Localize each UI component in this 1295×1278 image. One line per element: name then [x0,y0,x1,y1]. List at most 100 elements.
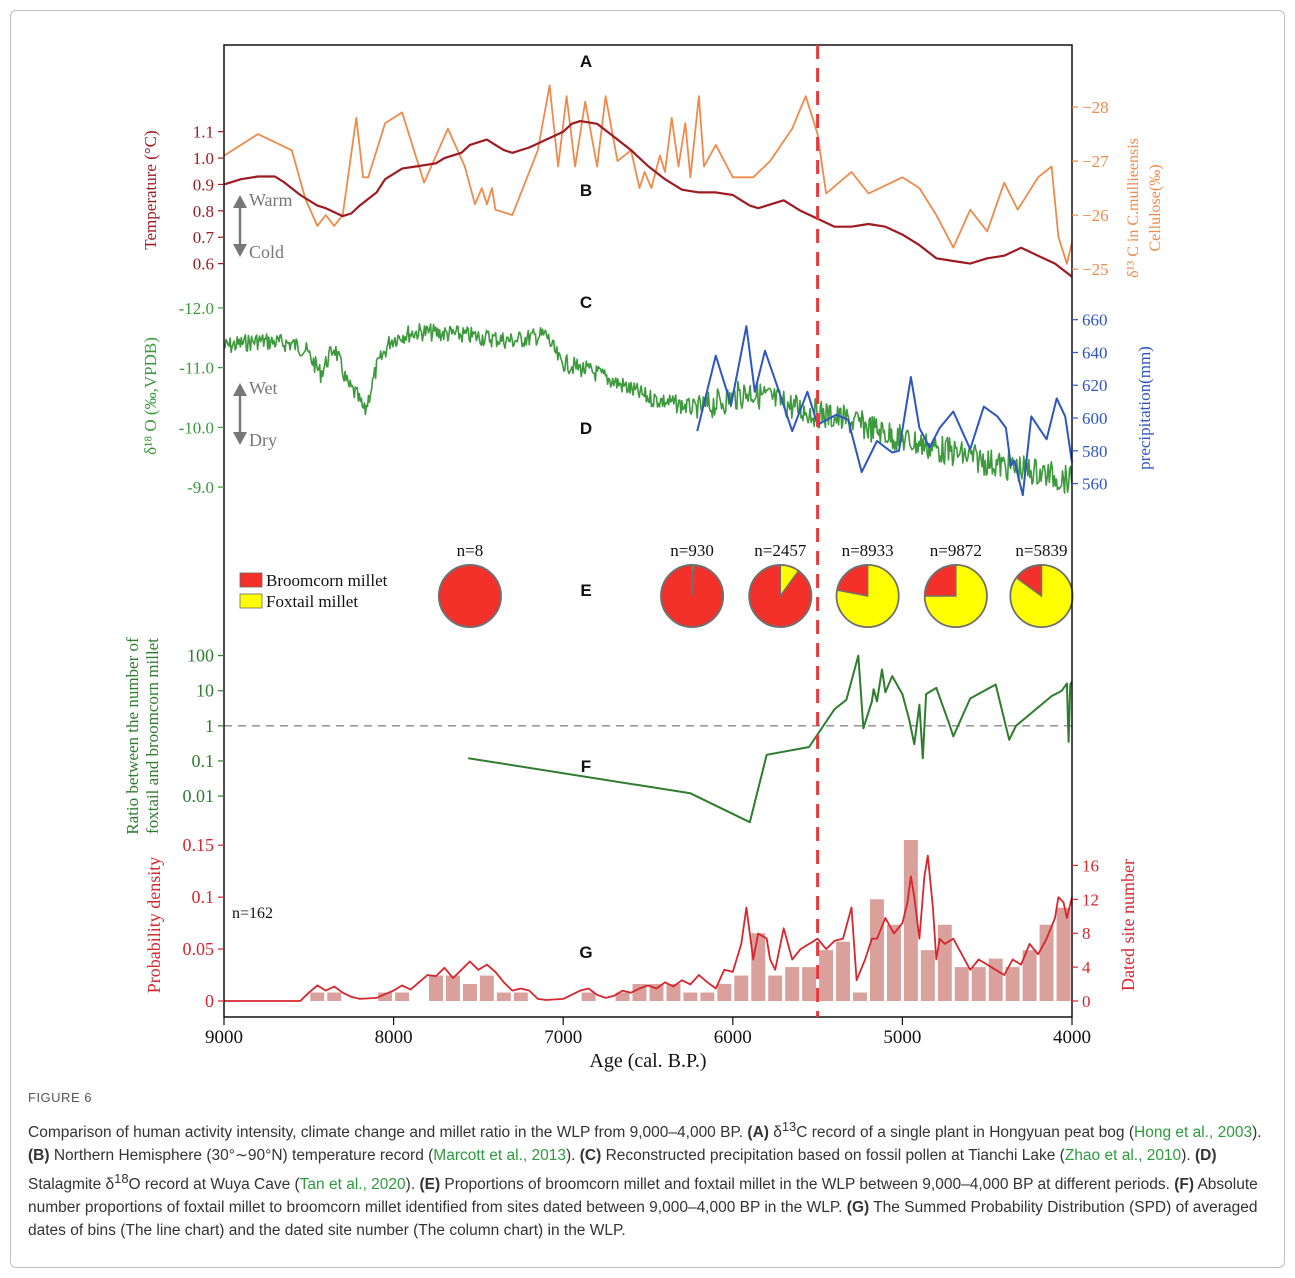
bar-38 [1039,924,1054,1001]
axis-b-tick-label: 1.0 [193,149,214,168]
axis-d-tick-label: -12.0 [179,299,214,318]
axis-b-tick-label: 1.1 [193,123,214,142]
bar-17 [683,992,698,1001]
bar-29 [886,924,901,1001]
caption-segment: (D) [1194,1147,1217,1165]
series-precip [696,325,1073,497]
caption-segment: (F) [1174,1176,1195,1194]
axis-f-tick-label: 1 [205,716,214,736]
bar-24 [802,967,817,1001]
caption-segment: Comparison of human activity intensity, … [28,1124,748,1142]
axis-d-tick-label: -11.0 [179,359,214,378]
caption-segment: O record at Wuya Cave ( [128,1176,300,1194]
x-tick-label: 8000 [375,1027,413,1048]
axis-c-tick-label: 580 [1082,442,1108,461]
bar-0 [310,992,325,1001]
series-spd [224,854,1073,1002]
axis-g-left-tick-label: 0 [205,991,214,1011]
axis-g-right-tick-label: 16 [1082,856,1099,875]
caption-segment: Reconstructed precipitation based on fos… [601,1147,1065,1165]
pie-2-label: n=2457 [754,541,807,560]
bar-6 [462,984,477,1001]
b-annotation-up-label: Warm [249,190,293,210]
citation-link[interactable]: Hong et al., 2003 [1134,1124,1253,1142]
caption-segment: (B) [28,1147,50,1165]
axis-a-tick-label: −26 [1082,206,1109,225]
caption-segment: C record of a single plant in Hongyuan p… [796,1124,1135,1142]
bar-3 [395,992,410,1001]
bar-36 [1005,967,1020,1001]
bar-2 [378,992,393,1001]
bar-26 [836,941,851,1001]
series-ratio [468,654,1073,824]
x-axis-title: Age (cal. B.P.) [589,1050,706,1072]
axis-a-tick-label: −27 [1082,152,1109,171]
caption-segment: Absolute number proportions of foxtail m… [28,1176,1258,1217]
bar-33 [954,967,969,1001]
series-d13c [223,84,1073,265]
caption-segment: ). [1181,1147,1195,1165]
caption-segment: (E) [419,1176,441,1194]
bar-21 [751,933,766,1001]
bar-8 [496,992,511,1001]
legend-swatch-broomcorn [239,572,263,588]
bar-25 [819,950,834,1001]
pie-5-foxtail [1009,564,1074,628]
bar-22 [768,975,783,1001]
axis-c-title: precipitation(mm) [1135,346,1154,470]
d-annotation-up-label: Wet [249,378,278,398]
caption-segment: The Summed Probability Distribution (SPD… [28,1199,1258,1240]
pie-1-foxtail [691,564,695,597]
axis-g-right-tick-label: 12 [1082,890,1099,909]
series-temperature [223,119,1073,278]
panel-letter-f: F [581,757,591,776]
axis-g-left-title: Probability density [144,857,164,994]
caption-segment: Northern Hemisphere (30°∼90°N) temperatu… [49,1147,434,1165]
axis-f-tick-label: 100 [187,646,214,666]
axis-a-tick-label: −25 [1082,260,1109,279]
citation-link[interactable]: Zhao et al., 2010 [1064,1147,1182,1165]
axis-b-tick-label: 0.8 [193,202,214,221]
axis-f-tick-label: 0.1 [192,751,215,771]
series-d18o [223,322,1073,494]
bar-16 [666,984,681,1001]
axis-c-tick-label: 640 [1082,343,1108,362]
axis-d-tick-label: -10.0 [179,418,214,437]
caption-segment: Proportions of broomcorn millet and foxt… [440,1176,1175,1194]
axis-a-title-2: Cellulose(‰) [1147,164,1164,251]
b-annotation-arrow-down [233,244,247,257]
bar-23 [785,967,800,1001]
axis-a-tick-label: −28 [1082,98,1109,117]
bar-35 [988,958,1003,1001]
bar-1 [327,992,342,1001]
x-tick-label: 7000 [544,1027,582,1048]
plot-frame [223,44,1073,1018]
caption-segment: 18 [114,1171,129,1187]
bar-4 [429,975,443,1001]
bar-11 [581,992,596,1001]
bar-37 [1022,950,1037,1001]
caption-segment: ). [1252,1124,1262,1142]
caption-segment: δ [768,1124,782,1142]
axis-f-tick-label: 0.01 [183,786,215,806]
bar-32 [937,924,952,1001]
axis-g-right-title: Dated site number [1118,859,1138,991]
b-annotation-down-label: Cold [249,242,284,262]
x-tick-label: 5000 [883,1027,921,1048]
citation-link[interactable]: Tan et al., 2020 [299,1176,406,1194]
x-tick-label: 9000 [205,1027,243,1048]
caption-segment: ). [405,1176,420,1194]
axis-g-right-tick-label: 8 [1082,924,1091,943]
caption-segment: ). [565,1147,580,1165]
panel-letter-c: C [580,293,592,312]
axis-f-title-2: foxtail and broomcorn millet [143,638,162,834]
pie-0-broomcorn [437,564,502,628]
citation-link[interactable]: Marcott et al., 2013 [433,1147,566,1165]
x-tick-label: 6000 [714,1027,752,1048]
pie-2-foxtail [779,564,800,599]
bar-30 [903,840,918,1001]
caption-segment: (C) [579,1147,602,1165]
axis-d-tick-label: -9.0 [187,478,214,497]
axis-g-left-tick-label: 0.05 [183,939,215,959]
pie-4-label: n=9872 [930,541,982,560]
